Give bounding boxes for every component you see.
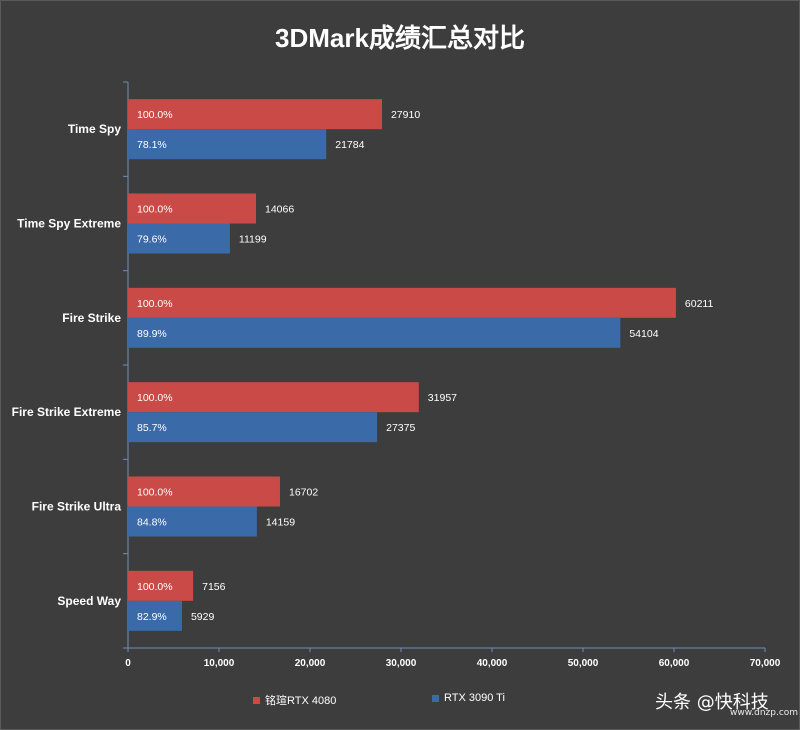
legend-swatch-series-2 (432, 694, 439, 702)
bar-value-label: 11199 (239, 234, 267, 246)
bar-series-1 (128, 382, 419, 413)
category-label: Fire Strike Ultra (32, 500, 122, 514)
bar-value-label: 16702 (289, 487, 318, 499)
x-tick-label: 60,000 (659, 658, 690, 669)
bar-series-1 (128, 287, 676, 318)
bar-value-label: 14066 (265, 204, 294, 216)
category-label: Fire Strike Extreme (12, 405, 122, 419)
bar-series-1 (128, 193, 257, 224)
category-label: Speed Way (57, 594, 121, 608)
bar-series-1 (128, 570, 194, 601)
bar-series-1 (128, 99, 382, 130)
bar-percent-label: 82.9% (137, 611, 167, 623)
legend-item-series-1: 铭瑄RTX 4080 (253, 692, 336, 708)
bar-value-label: 31957 (428, 392, 457, 404)
watermark: 头条 @快科技 (655, 692, 769, 713)
bar-percent-label: 100.0% (137, 298, 173, 310)
bar-value-label: 7156 (202, 581, 226, 593)
x-tick-label: 10,000 (204, 658, 235, 669)
x-tick-label: 30,000 (386, 658, 417, 669)
legend-label-series-2: RTX 3090 Ti (444, 692, 505, 704)
chart-title: 3DMark成绩汇总对比 (275, 23, 525, 53)
bar-value-label: 5929 (191, 611, 215, 623)
x-tick-label: 40,000 (477, 658, 508, 669)
category-label: Fire Strike (62, 311, 121, 325)
bar-value-label: 60211 (685, 298, 714, 310)
legend-item-series-2: RTX 3090 Ti (432, 692, 505, 704)
bar-percent-label: 100.0% (137, 392, 173, 404)
bar-value-label: 27910 (391, 109, 420, 121)
bar-series-2 (128, 223, 230, 254)
bar-percent-label: 100.0% (137, 581, 173, 593)
bar-series-2 (128, 600, 182, 631)
bar-series-2 (128, 506, 257, 537)
bar-series-2 (128, 317, 621, 348)
bar-value-label: 21784 (335, 139, 364, 151)
bar-percent-label: 89.9% (137, 328, 167, 340)
bar-value-label: 14159 (266, 517, 295, 529)
x-tick-label: 20,000 (295, 658, 326, 669)
category-label: Time Spy (68, 122, 121, 136)
bar-percent-label: 100.0% (137, 487, 173, 499)
bar-percent-label: 79.6% (137, 234, 167, 246)
bar-percent-label: 100.0% (137, 109, 173, 121)
category-label: Time Spy Extreme (17, 217, 121, 231)
legend-swatch-series-1 (253, 696, 260, 704)
x-tick-label: 0 (125, 658, 131, 669)
bar-value-label: 54104 (629, 328, 658, 340)
bar-series-1 (128, 476, 280, 507)
bar-value-label: 27375 (386, 422, 415, 434)
x-tick-label: 50,000 (568, 658, 599, 669)
legend-label-series-1: 铭瑄RTX 4080 (265, 695, 337, 707)
watermark-url: www.dnzp.com (730, 708, 799, 718)
bar-series-2 (128, 129, 327, 160)
legend: 铭瑄RTX 4080 RTX 3090 Ti (0, 692, 800, 712)
bar-percent-label: 84.8% (137, 517, 167, 529)
bar-series-2 (128, 412, 378, 443)
bar-percent-label: 85.7% (137, 422, 167, 434)
bar-percent-label: 100.0% (137, 204, 173, 216)
x-tick-label: 70,000 (750, 658, 781, 669)
bar-percent-label: 78.1% (137, 139, 167, 151)
